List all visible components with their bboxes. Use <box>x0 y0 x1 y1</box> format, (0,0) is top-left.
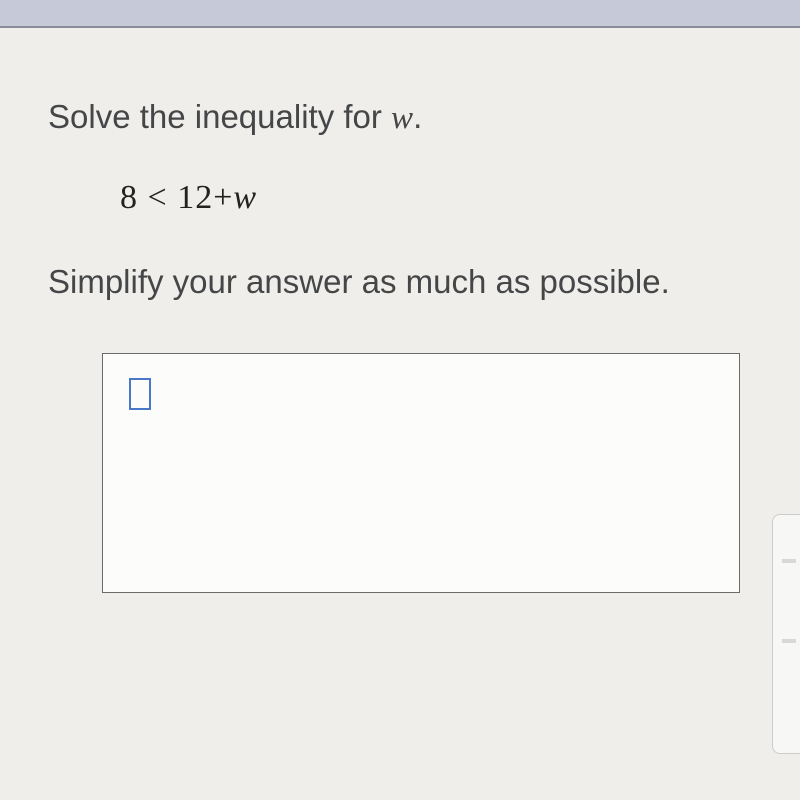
inequality-expression: 8 < 12+w <box>120 179 800 217</box>
expr-rhs-const: 12 <box>177 179 213 216</box>
prompt-variable: w <box>391 100 413 136</box>
expr-rhs-op: + <box>213 179 233 216</box>
expr-relation: < <box>148 179 168 216</box>
question-content: Solve the inequality for w. 8 < 12+w Sim… <box>0 28 800 593</box>
side-tool-item[interactable] <box>782 639 796 643</box>
answer-placeholder-icon[interactable] <box>129 378 151 410</box>
prompt-prefix: Solve the inequality for <box>48 98 391 135</box>
instruction-text: Simplify your answer as much as possible… <box>48 263 800 301</box>
window-top-bar <box>0 0 800 28</box>
prompt-text: Solve the inequality for w. <box>48 98 800 137</box>
expr-rhs-var: w <box>233 179 257 216</box>
side-toolbar <box>772 514 800 754</box>
side-tool-item[interactable] <box>782 559 796 563</box>
expr-lhs: 8 <box>120 179 138 216</box>
prompt-suffix: . <box>413 98 422 135</box>
answer-input-box[interactable] <box>102 353 740 593</box>
